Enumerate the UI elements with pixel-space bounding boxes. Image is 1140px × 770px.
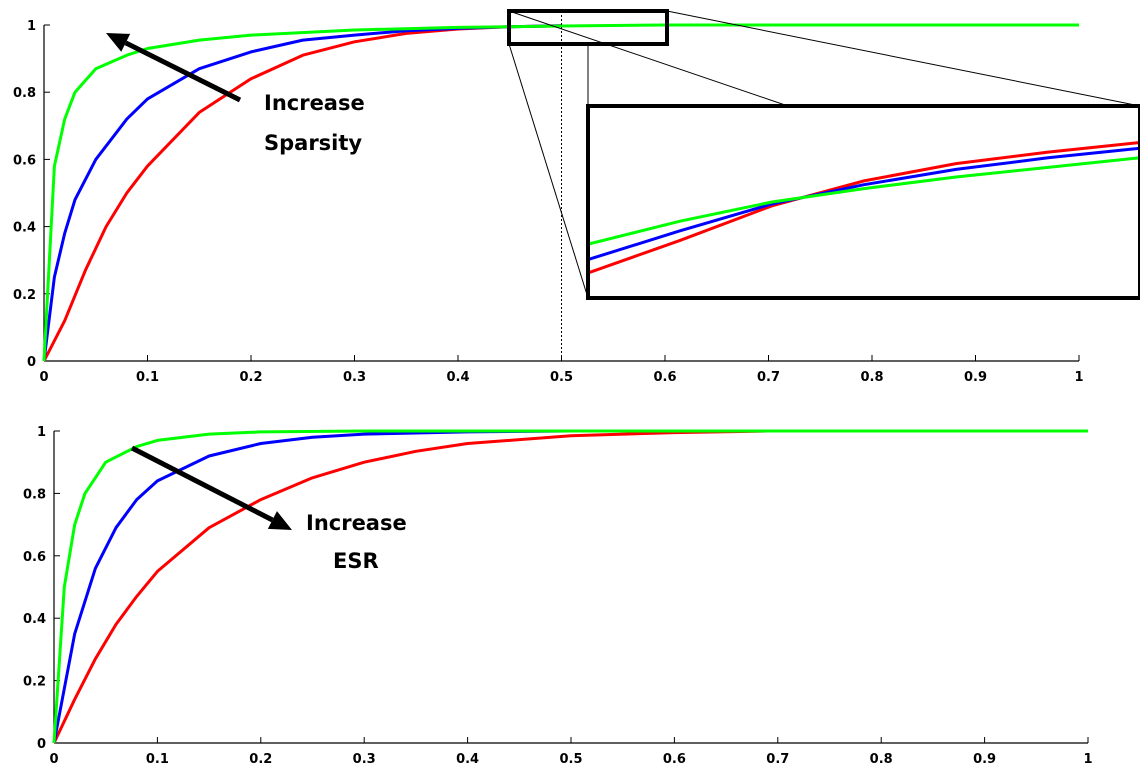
- inset-curves-group: [588, 141, 1140, 275]
- top-annotation-line2: Sparsity: [264, 131, 362, 155]
- bottom-annotation-line2: ESR: [333, 549, 379, 573]
- zoom-connector-line: [508, 43, 589, 299]
- top-y-tick-label: 0.8: [13, 86, 36, 101]
- top-x-tick-label: 0.9: [964, 370, 987, 385]
- top-arrow-shaft: [124, 40, 242, 103]
- top-series-line: [42, 23, 1079, 362]
- top-x-tick-label: 0.4: [446, 370, 469, 385]
- top-annotation-line1: Increase: [264, 91, 365, 115]
- bottom-x-tick-label: 0.3: [353, 752, 376, 767]
- inset-series-line: [588, 141, 1140, 275]
- top-x-tick-label: 0.6: [653, 370, 676, 385]
- bottom-x-tick-label: 0: [49, 752, 58, 767]
- bottom-x-tick-label: 0.6: [663, 752, 686, 767]
- inset-series-line: [588, 146, 1140, 262]
- top-y-tick-label: 0.4: [13, 221, 36, 236]
- bottom-annotation-line1: Increase: [306, 511, 407, 535]
- top-y-tick-label: 0.2: [13, 288, 36, 303]
- bottom-y-tick-label: 0.4: [23, 612, 46, 627]
- bottom-series-line: [52, 429, 1088, 744]
- bottom-x-tick-label: 0.1: [146, 752, 169, 767]
- top-x-tick-label: 0.7: [757, 370, 780, 385]
- top-x-tick-label: 0.2: [239, 370, 262, 385]
- bottom-x-tick-label: 0.5: [559, 752, 582, 767]
- bottom-series-line: [52, 429, 768, 744]
- top-x-tick-label: 0.3: [343, 370, 366, 385]
- bottom-arrow-shaft: [130, 445, 274, 523]
- bottom-arrow-head: [267, 511, 292, 530]
- bottom-y-tick-label: 1: [37, 425, 46, 440]
- top-x-tick-label: 0: [39, 370, 48, 385]
- bottom-y-tick-label: 0.2: [23, 675, 46, 690]
- top-arrow-head: [106, 33, 131, 52]
- top-y-tick-label: 0.6: [13, 153, 36, 168]
- bottom-y-tick-label: 0.6: [23, 550, 46, 565]
- bottom-x-tick-label: 0.9: [973, 752, 996, 767]
- top-x-tick-label: 0.8: [860, 370, 883, 385]
- bottom-x-tick-label: 0.2: [249, 752, 272, 767]
- top-y-tick-label: 1: [27, 19, 36, 34]
- inset-background: [588, 106, 1140, 298]
- bottom-y-tick-label: 0.8: [23, 487, 46, 502]
- zoom-connector-line: [666, 10, 1140, 107]
- inset-series-line: [588, 156, 1140, 246]
- top-y-tick-label: 0: [27, 355, 36, 370]
- bottom-x-tick-label: 0.7: [766, 752, 789, 767]
- bottom-x-tick-label: 1: [1083, 752, 1092, 767]
- zoom-connector-line: [508, 10, 789, 107]
- zoom-region-box: [507, 9, 669, 46]
- bottom-y-tick-label: 0: [37, 737, 46, 752]
- inset-box: [586, 104, 1140, 300]
- top-x-tick-label: 1: [1074, 370, 1083, 385]
- top-x-tick-label: 0.5: [550, 370, 573, 385]
- bottom-x-tick-label: 0.8: [870, 752, 893, 767]
- top-x-tick-label: 0.1: [136, 370, 159, 385]
- bottom-x-tick-label: 0.4: [456, 752, 479, 767]
